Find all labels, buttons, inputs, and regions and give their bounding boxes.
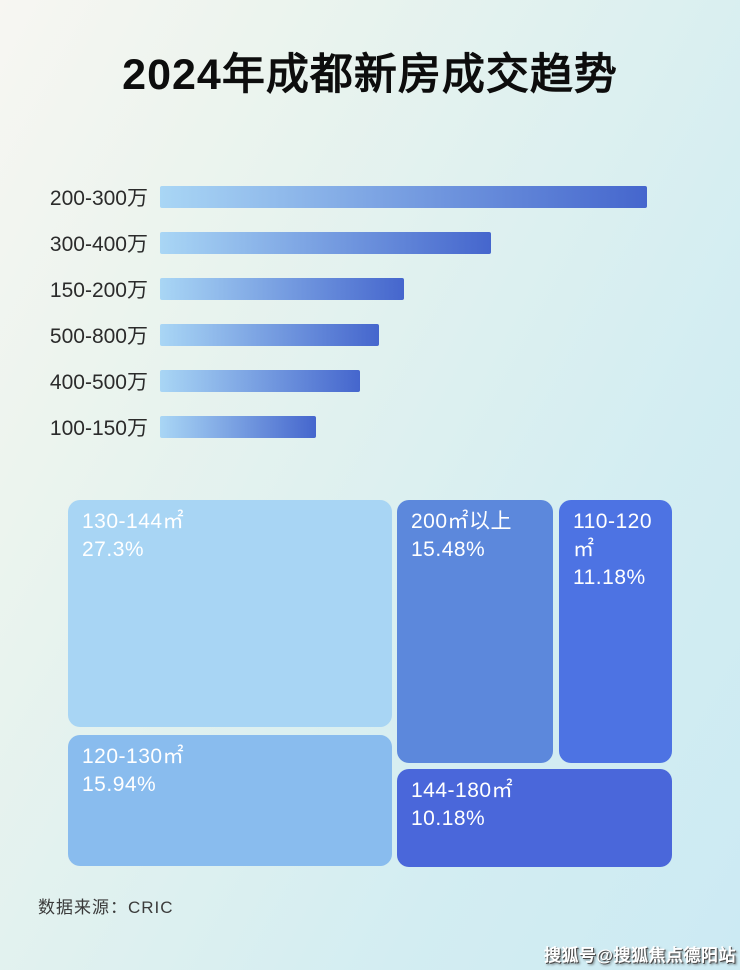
treemap-cell-130-144: 130-144㎡ 27.3% [68, 500, 392, 727]
treemap-cell-200-plus: 200㎡以上 15.48% [397, 500, 553, 763]
cell-value: 10.18% [411, 807, 486, 830]
bar-500-800 [160, 324, 379, 346]
data-source: 数据来源：CRIC [38, 898, 174, 917]
bar-100-150 [160, 416, 316, 438]
bar-300-400 [160, 232, 491, 254]
bar-200-300 [160, 186, 647, 208]
cell-label: 130-144㎡ [82, 510, 185, 533]
bar-400-500 [160, 370, 360, 392]
cell-label: 144-180㎡ [411, 779, 514, 802]
bar-row: 400-500万 [0, 370, 740, 394]
area-size-treemap: 130-144㎡ 27.3% 200㎡以上 15.48% 110-120㎡ 11… [68, 500, 672, 867]
cell-value: 15.48% [411, 538, 486, 561]
bar-row: 150-200万 [0, 278, 740, 302]
cell-value: 11.18% [573, 566, 646, 589]
bar-row: 100-150万 [0, 416, 740, 440]
cell-label: 200㎡以上 [411, 510, 513, 533]
bar-label: 100-150万 [49, 417, 148, 440]
bar-label: 500-800万 [49, 325, 148, 348]
bar-row: 300-400万 [0, 232, 740, 256]
bar-label: 300-400万 [49, 233, 148, 256]
page-title: 2024年成都新房成交趋势 [122, 51, 618, 99]
bar-150-200 [160, 278, 404, 300]
bar-label: 400-500万 [49, 371, 148, 394]
cell-label: 110-120㎡ [573, 510, 653, 561]
treemap-cell-120-130: 120-130㎡ 15.94% [68, 735, 392, 866]
cell-value: 15.94% [82, 773, 157, 796]
bar-label: 200-300万 [49, 187, 148, 210]
price-band-bar-chart: 200-300万 300-400万 150-200万 500-800万 400-… [0, 186, 740, 462]
bar-label: 150-200万 [49, 279, 148, 302]
cell-value: 27.3% [82, 538, 145, 561]
treemap-cell-110-120: 110-120㎡ 11.18% [559, 500, 672, 763]
treemap-cell-144-180: 144-180㎡ 10.18% [397, 769, 672, 867]
watermark: 搜狐号@搜狐焦点德阳站 [543, 946, 736, 965]
bar-row: 500-800万 [0, 324, 740, 348]
bar-row: 200-300万 [0, 186, 740, 210]
cell-label: 120-130㎡ [82, 745, 185, 768]
